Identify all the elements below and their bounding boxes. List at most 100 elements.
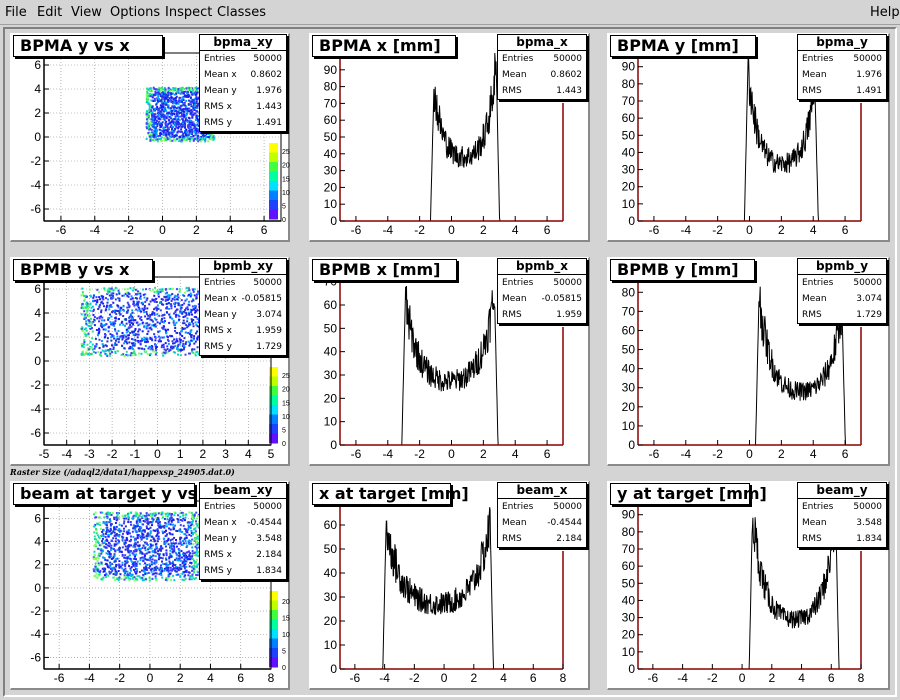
stats-row: RMS y 1.729 xyxy=(200,339,286,355)
heatmap-cell xyxy=(83,299,86,302)
pad-bpmb_y[interactable]: -6 -4 -2 0 2 4 6 0 10 20 30 40 50 60 70 80 BPMB y [mm] bp… xyxy=(607,257,890,466)
heatmap-cell xyxy=(181,334,184,337)
heatmap-cell xyxy=(169,549,172,552)
heatmap-cell xyxy=(161,317,164,320)
heatmap-cell xyxy=(158,116,161,119)
heatmap-cell xyxy=(149,337,152,340)
heatmap-cell xyxy=(182,110,185,113)
heatmap-cell xyxy=(151,133,154,136)
heatmap-cell xyxy=(111,569,114,572)
menu-edit[interactable]: Edit xyxy=(37,5,63,20)
y-tick-label: -6 xyxy=(30,426,41,440)
heatmap-cell xyxy=(99,535,102,538)
pad-bpmb_x[interactable]: -6 -4 -2 0 2 4 6 0 10 20 30 40 50 60 70 BPMB x [mm] bpmb… xyxy=(309,257,590,466)
heatmap-cell xyxy=(135,293,138,296)
heatmap-cell xyxy=(124,340,127,343)
heatmap-cell xyxy=(151,111,154,114)
x-tick-label: -3 xyxy=(84,447,95,461)
heatmap-cell xyxy=(137,306,140,309)
heatmap-cell xyxy=(145,99,148,102)
heatmap-cell xyxy=(183,538,186,541)
heatmap-cell xyxy=(148,547,151,550)
heatmap-cell xyxy=(113,553,116,556)
heatmap-cell xyxy=(182,554,185,557)
heatmap-cell xyxy=(182,132,185,135)
pad-beam_xy[interactable]: 0 5 10 15 20 -6 -4 -2 0 2 4 6 8 -6 -4 -2 0 2 4 6 beam at tar… xyxy=(10,481,290,690)
heatmap-cell xyxy=(195,558,198,561)
heatmap-cell xyxy=(96,534,99,537)
menu-options[interactable]: Options xyxy=(110,5,161,20)
stats-label: RMS xyxy=(802,534,822,544)
heatmap-cell xyxy=(126,342,129,345)
heatmap-cell xyxy=(100,534,103,537)
heatmap-cell xyxy=(98,327,101,330)
heatmap-cell xyxy=(164,90,167,93)
heatmap-cell xyxy=(107,316,110,319)
pad-bpma_y[interactable]: -6 -4 -2 0 2 4 6 0 10 20 30 40 50 60 70 80 90 BPMA y [mm]… xyxy=(607,33,890,242)
heatmap-cell xyxy=(83,316,86,319)
heatmap-cell xyxy=(191,521,194,524)
stats-value: 1.976 xyxy=(856,70,882,80)
heatmap-cell xyxy=(153,133,156,136)
heatmap-cell xyxy=(195,517,198,520)
heatmap-cell xyxy=(122,315,125,318)
heatmap-cell xyxy=(112,346,115,349)
pad-beam_x[interactable]: -6 -4 -2 0 2 4 6 8 0 10 20 30 40 50 60 x at target [mm]… xyxy=(309,481,590,690)
heatmap-cell xyxy=(125,350,128,353)
heatmap-cell xyxy=(178,566,181,569)
heatmap-cell xyxy=(147,88,150,91)
heatmap-cell xyxy=(127,518,130,521)
canvas-caption: Raster Size (/adaql2/data1/happexsp_2490… xyxy=(10,467,235,477)
heatmap-cell xyxy=(85,351,88,354)
heatmap-cell xyxy=(80,327,83,330)
pad-bpma_x[interactable]: -6-4-202460102030405060708090100BPMA x [… xyxy=(309,33,590,242)
heatmap-cell xyxy=(190,111,193,114)
heatmap-cell xyxy=(167,543,170,546)
heatmap-cell xyxy=(132,515,135,518)
heatmap-cell xyxy=(143,536,146,539)
menu-inspect[interactable]: Inspect xyxy=(165,5,213,20)
menu-classes[interactable]: Classes xyxy=(217,5,266,20)
stats-label: Mean x xyxy=(204,294,237,304)
heatmap-cell xyxy=(146,558,149,561)
heatmap-cell xyxy=(154,138,157,141)
palette-tick-label: 15 xyxy=(282,176,290,183)
heatmap-cell xyxy=(129,567,132,570)
heatmap-cell xyxy=(164,137,167,140)
menu-help[interactable]: Help xyxy=(870,5,900,20)
heatmap-cell xyxy=(187,93,190,96)
heatmap-cell xyxy=(182,92,185,95)
x-tick-label: -6 xyxy=(648,671,659,685)
heatmap-cell xyxy=(141,303,144,306)
heatmap-cell xyxy=(185,324,188,327)
heatmap-cell xyxy=(157,558,160,561)
menu-file[interactable]: File xyxy=(5,5,27,20)
heatmap-cell xyxy=(174,301,177,304)
heatmap-cell xyxy=(97,564,100,567)
stats-row: Entries 50000 xyxy=(798,51,886,67)
heatmap-cell xyxy=(166,95,169,98)
pad-bpma_xy[interactable]: 0 5 10 15 20 25 -6 -4 -2 0 2 4 6 -6 -4 -2 0 2 4 6 BPMA y vs … xyxy=(10,33,290,242)
menu-view[interactable]: View xyxy=(71,5,102,20)
heatmap-cell xyxy=(192,533,195,536)
heatmap-cell xyxy=(99,315,102,318)
heatmap-cell xyxy=(147,94,150,97)
heatmap-cell xyxy=(177,343,180,346)
heatmap-cell xyxy=(194,125,197,128)
heatmap-cell xyxy=(186,107,189,110)
heatmap-cell xyxy=(158,314,161,317)
heatmap-cell xyxy=(173,579,176,582)
pad-beam_y[interactable]: -6 -4 -2 0 2 4 6 8 0 10 20 30 40 50 60 70 80 90 y at targe… xyxy=(607,481,890,690)
heatmap-cell xyxy=(111,547,114,550)
y-tick-label: 6 xyxy=(34,511,41,525)
heatmap-cell xyxy=(127,337,130,340)
pad-bpmb_xy[interactable]: 0 5 10 15 20 25 -5 -4 -3 -2 -1 0 1 2 3 4 5 -6 -4 -2 0 2 4 6 BPMB… xyxy=(10,257,290,466)
heatmap-cell xyxy=(134,342,137,345)
heatmap-cell xyxy=(94,511,97,514)
heatmap-cell xyxy=(118,297,121,300)
heatmap-cell xyxy=(173,124,176,127)
heatmap-cell xyxy=(155,129,158,132)
heatmap-cell xyxy=(178,115,181,118)
